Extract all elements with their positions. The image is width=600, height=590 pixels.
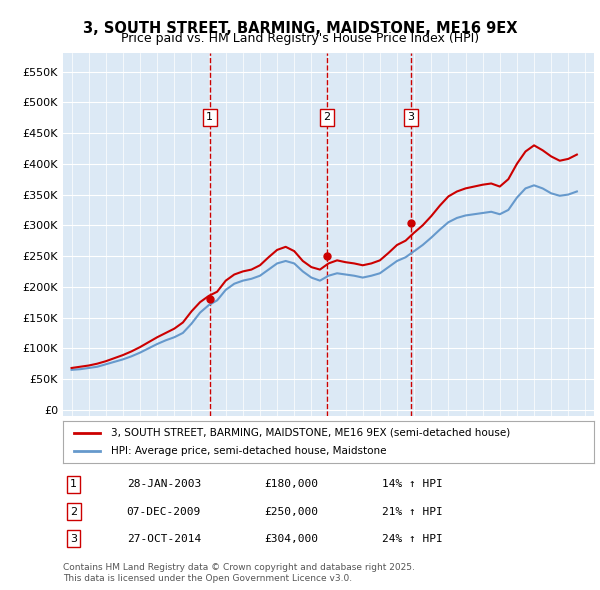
Text: 28-JAN-2003: 28-JAN-2003 bbox=[127, 479, 201, 489]
Text: 1: 1 bbox=[206, 112, 213, 122]
Text: 3, SOUTH STREET, BARMING, MAIDSTONE, ME16 9EX: 3, SOUTH STREET, BARMING, MAIDSTONE, ME1… bbox=[83, 21, 517, 35]
Text: £250,000: £250,000 bbox=[265, 507, 319, 516]
Text: 27-OCT-2014: 27-OCT-2014 bbox=[127, 534, 201, 544]
Text: 3, SOUTH STREET, BARMING, MAIDSTONE, ME16 9EX (semi-detached house): 3, SOUTH STREET, BARMING, MAIDSTONE, ME1… bbox=[111, 428, 510, 438]
Text: 14% ↑ HPI: 14% ↑ HPI bbox=[382, 479, 442, 489]
Text: 3: 3 bbox=[407, 112, 415, 122]
Text: £304,000: £304,000 bbox=[265, 534, 319, 544]
Text: 2: 2 bbox=[70, 507, 77, 516]
Text: 1: 1 bbox=[70, 479, 77, 489]
Text: 21% ↑ HPI: 21% ↑ HPI bbox=[382, 507, 442, 516]
Text: HPI: Average price, semi-detached house, Maidstone: HPI: Average price, semi-detached house,… bbox=[111, 446, 386, 456]
Text: Price paid vs. HM Land Registry's House Price Index (HPI): Price paid vs. HM Land Registry's House … bbox=[121, 32, 479, 45]
Text: Contains HM Land Registry data © Crown copyright and database right 2025.
This d: Contains HM Land Registry data © Crown c… bbox=[63, 563, 415, 583]
Text: 3: 3 bbox=[70, 534, 77, 544]
Text: £180,000: £180,000 bbox=[265, 479, 319, 489]
Text: 24% ↑ HPI: 24% ↑ HPI bbox=[382, 534, 442, 544]
Text: 2: 2 bbox=[323, 112, 331, 122]
Text: 07-DEC-2009: 07-DEC-2009 bbox=[127, 507, 201, 516]
